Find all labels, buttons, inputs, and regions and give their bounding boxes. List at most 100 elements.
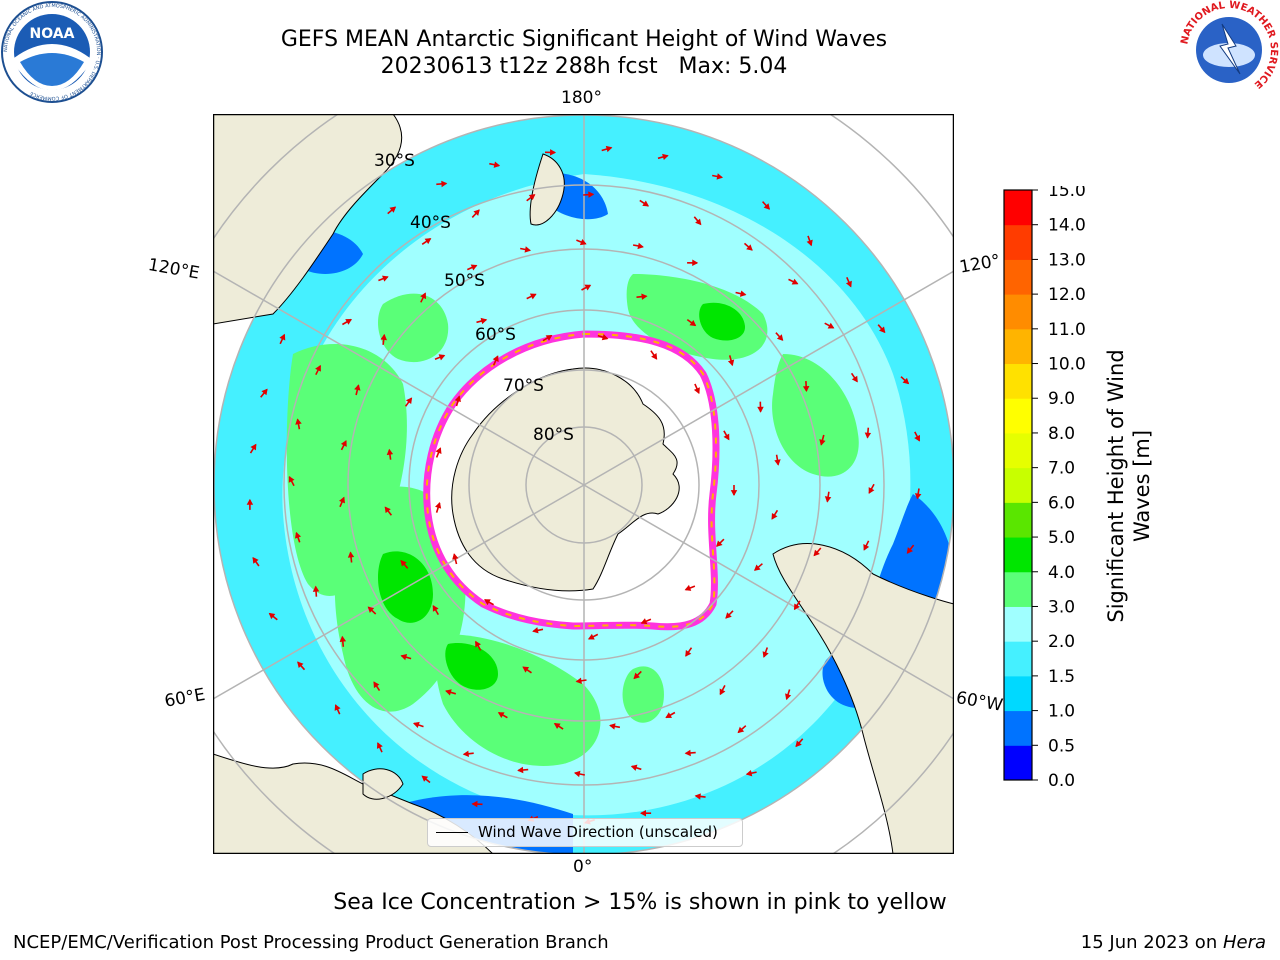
new-zealand xyxy=(529,153,565,226)
wind-arrow-head xyxy=(684,584,692,591)
wind-arrow-head xyxy=(288,475,295,483)
wind-arrow-head xyxy=(689,320,697,327)
australia xyxy=(213,114,403,325)
colorbar-tick-label: 8.0 xyxy=(1048,424,1075,444)
colorbar-tick-label: 0.5 xyxy=(1048,736,1075,756)
lat-label-50s: 50°S xyxy=(444,271,485,291)
wind-arrow-head xyxy=(754,564,761,571)
wind-arrow-head xyxy=(685,650,692,657)
wind-arrow-head xyxy=(879,326,886,334)
colorbar-segment xyxy=(1004,467,1032,503)
wind-arrow-head xyxy=(268,612,276,620)
wind-arrow-head xyxy=(719,688,726,696)
wind-arrow-head xyxy=(382,275,389,282)
colorbar-tick-label: 10.0 xyxy=(1048,355,1086,375)
colorbar-label-line2: Waves [m] xyxy=(1130,430,1154,542)
wind-arrow-head xyxy=(902,377,910,385)
wind-arrow-head xyxy=(739,290,747,297)
wind-arrow-head xyxy=(524,246,532,253)
colorbar-segment xyxy=(1004,432,1032,469)
wind-arrow-head xyxy=(795,740,802,748)
colorbar-frame xyxy=(1003,189,1033,781)
wind-arrow-head xyxy=(692,259,699,267)
wind-arrow-head xyxy=(246,498,254,505)
wind-arrow-head xyxy=(549,149,557,156)
wind-arrow-head xyxy=(405,397,413,404)
wind-arrow-head xyxy=(413,721,420,729)
wind-arrow-head xyxy=(746,244,753,251)
colorbar-tick-label: 7.0 xyxy=(1048,459,1075,479)
footer-credit: NCEP/EMC/Verification Post Processing Pr… xyxy=(13,932,609,953)
colorbar-segment xyxy=(1004,224,1032,260)
colorbar-segment xyxy=(1004,398,1032,434)
wind-arrow-head xyxy=(492,355,499,363)
lat-label-70s: 70°S xyxy=(503,376,544,396)
wind-arrow-head xyxy=(473,209,480,216)
wind-arrow-head xyxy=(641,293,648,300)
wind-arrow-head xyxy=(845,280,852,288)
wind-arrow-head xyxy=(776,334,784,341)
wind-arrow-head xyxy=(662,153,669,161)
colorbar-tick-label: 9.0 xyxy=(1048,389,1075,409)
wind-arrow-head xyxy=(640,809,646,817)
colorbar-tick-label: 1.5 xyxy=(1048,667,1075,687)
wind-arrow-head xyxy=(522,666,530,673)
colorbar-segment xyxy=(1004,641,1032,677)
wind-arrow-head xyxy=(420,292,427,300)
colorbar-tick-label: 4.0 xyxy=(1048,563,1075,583)
wind-arrow-head xyxy=(793,603,800,611)
wind-arrow-head xyxy=(864,432,872,439)
colorbar-segment xyxy=(1004,190,1032,226)
wind-arrow-head xyxy=(716,540,723,547)
wind-arrow-head xyxy=(737,726,745,734)
wind-arrow-head xyxy=(252,556,259,564)
wind-arrow-head xyxy=(389,206,397,213)
colorbar-segment xyxy=(1004,675,1032,712)
colorbar-segment xyxy=(1004,502,1032,538)
colorbar-tick-label: 6.0 xyxy=(1048,493,1075,513)
wind-arrow-head xyxy=(462,750,469,757)
colorbar-tick-label: 11.0 xyxy=(1048,320,1086,340)
polar-map: 30°S 40°S 50°S 60°S 70°S 80°S xyxy=(213,114,954,854)
wind-arrow-head xyxy=(452,553,459,560)
lon-label-180: 180° xyxy=(561,88,602,108)
wind-arrow-head xyxy=(716,173,724,180)
wind-arrow-head xyxy=(339,496,345,504)
legend-label: Wind Wave Direction (unscaled) xyxy=(478,823,718,841)
noaa-logo-text: NOAA xyxy=(30,26,75,42)
wind-arrows xyxy=(246,145,922,825)
wind-arrow-head xyxy=(651,353,658,360)
colorbar-tick-label: 0.0 xyxy=(1048,771,1075,786)
wind-arrow-head xyxy=(695,218,702,226)
wind-arrow-head xyxy=(339,635,347,642)
lat-label-80s: 80°S xyxy=(533,425,574,445)
footer-host: Hera xyxy=(1222,932,1266,953)
wind-arrow-head xyxy=(791,278,799,285)
wind-arrow-head xyxy=(340,440,347,447)
wind-arrow-head xyxy=(315,364,321,372)
wind-arrow-head xyxy=(630,764,638,771)
wind-arrow-head xyxy=(824,496,832,503)
colorbar-tick-label: 14.0 xyxy=(1048,216,1086,236)
wind-arrow-head xyxy=(435,501,442,509)
wind-arrow-head xyxy=(553,723,561,729)
colorbar-tick-label: 2.0 xyxy=(1048,632,1075,652)
wind-arrow-head xyxy=(529,293,537,300)
wind-arrow-head xyxy=(609,723,616,730)
wind-arrow-head xyxy=(640,618,648,625)
legend-line-swatch xyxy=(436,832,468,833)
wind-arrow-head xyxy=(347,551,355,558)
map-legend: Wind Wave Direction (unscaled) xyxy=(427,818,743,847)
lon-label-120w: 120° xyxy=(958,250,1002,278)
wind-arrow-head xyxy=(806,239,813,247)
colorbar-tick-label: 13.0 xyxy=(1048,250,1086,270)
wind-arrow-head xyxy=(819,439,826,446)
wind-arrow-head xyxy=(279,333,286,341)
wind-arrow-head xyxy=(727,359,735,367)
wind-arrow-head xyxy=(295,418,302,425)
wind-arrow-head xyxy=(827,322,835,329)
wind-arrow-head xyxy=(470,264,478,271)
wind-arrow-head xyxy=(297,661,304,669)
footer-date: 15 Jun 2023 on Hera xyxy=(1081,932,1266,953)
chart-title: GEFS MEAN Antarctic Significant Height o… xyxy=(280,27,888,52)
